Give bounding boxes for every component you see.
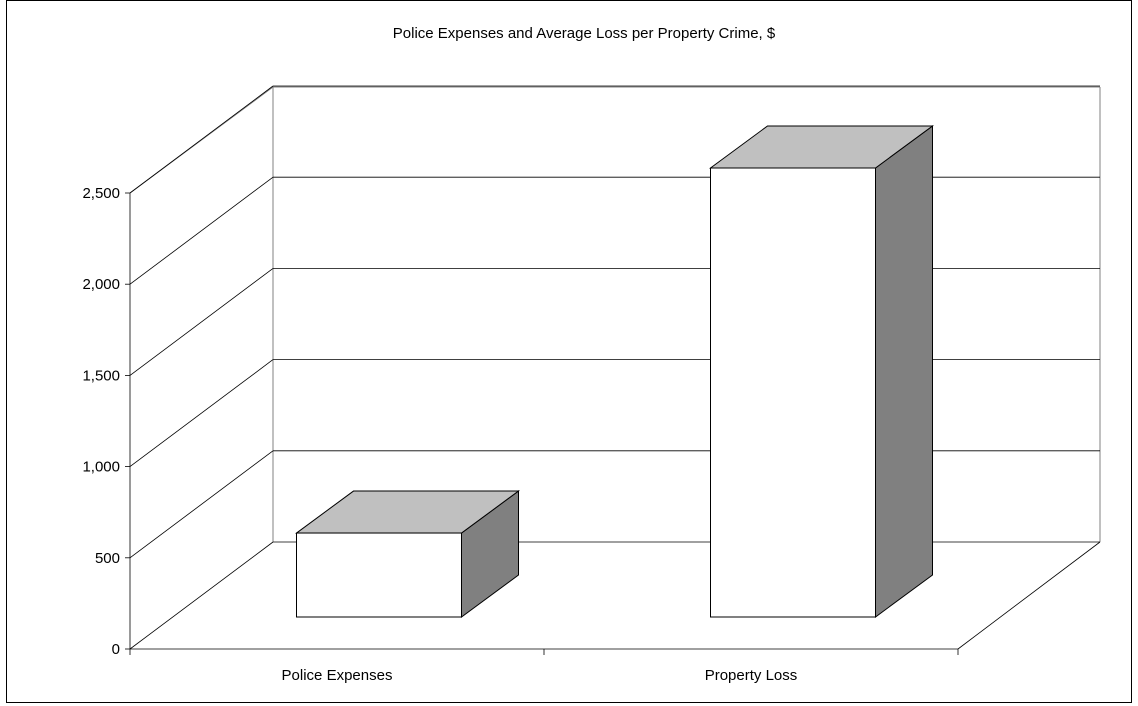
chart-area: Police Expenses and Average Loss per Pro… [6,0,1132,703]
x-tick-label: Property Loss [705,667,798,684]
chart-title: Police Expenses and Average Loss per Pro… [393,25,776,42]
x-tick-label: Police Expenses [282,667,393,684]
bar-1 [294,490,521,618]
gridline-side [129,359,274,467]
y-tick-label: 2,500 [82,185,120,202]
gridline-side [129,268,274,376]
chart-frame [129,86,1101,650]
y-tick-label: 2,000 [82,276,120,293]
chart-canvas: Police Expenses and Average Loss per Pro… [82,25,1101,684]
y-tick-label: 1,000 [82,459,120,476]
labels: 0 500 1,000 1,500 2,000 2,500 Police Expenses P… [82,185,797,684]
bar-2 [708,125,935,618]
y-tick-label: 0 [112,641,120,658]
bar-front-face [296,532,462,618]
y-tick-label: 1,500 [82,367,120,384]
axes [125,192,959,655]
floor-left-edge [129,541,274,650]
gridline-side [129,176,274,285]
y-tick-label: 500 [95,550,120,567]
gridlines [129,85,1100,559]
bars [294,125,935,618]
floor-right-edge [957,541,1101,650]
gridline-side [129,85,274,194]
bar-side-face [875,125,933,618]
bar-front-face [710,167,876,618]
gridline-side [129,450,274,559]
